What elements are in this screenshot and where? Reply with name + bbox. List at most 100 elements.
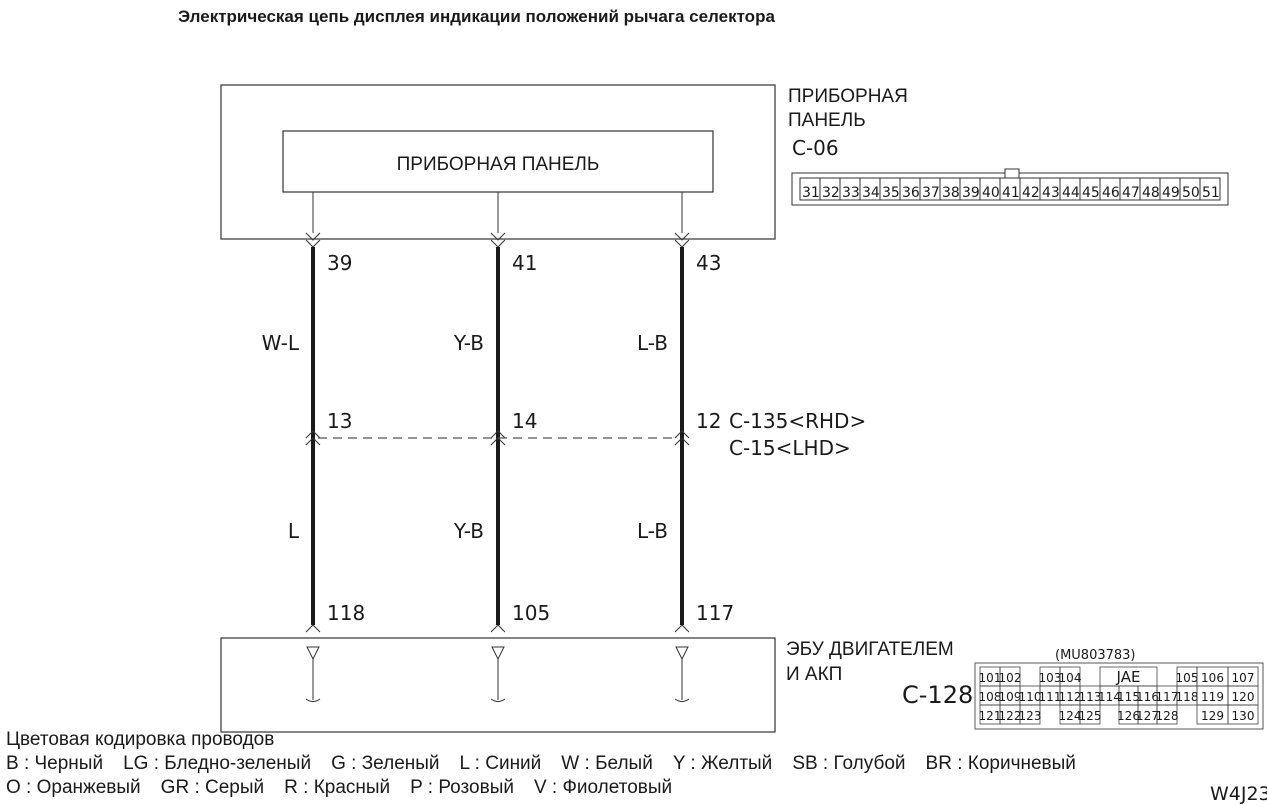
legend-item: W : Белый	[561, 753, 653, 774]
pin-cell	[1019, 704, 1041, 725]
bottom-connector-id: C-128	[902, 681, 973, 709]
connector-c06-face: 31 32 33 34 35 36 37 38 39 40 41 42 43 44 45 46 47 48 49 50…	[791, 168, 1229, 206]
bottom-component-label-1: ЭБУ ДВИГАТЕЛЕМ	[786, 639, 954, 660]
mid-pin-number: 14	[512, 409, 537, 433]
pin-37: 37	[922, 185, 940, 201]
pin-122: 122	[999, 709, 1022, 723]
legend-item: GR : Серый	[160, 777, 265, 798]
lead-end-icon	[490, 698, 506, 702]
terminal-arrow-icon	[305, 239, 321, 248]
mid-pin-number: 12	[696, 409, 721, 433]
top-pin-number: 39	[327, 251, 352, 275]
pin-101: 101	[979, 671, 1002, 685]
figure-code: W4J23I	[1210, 783, 1267, 805]
input-triangle-icon	[306, 646, 320, 661]
legend-item: O : Оранжевый	[6, 777, 141, 798]
terminal-arrow-icon	[490, 232, 506, 241]
inline-connector-icon	[674, 430, 690, 446]
pin-118: 118	[1176, 690, 1199, 704]
lower-wire-color: L-B	[637, 519, 668, 543]
pin-34: 34	[862, 185, 880, 201]
pin-103: 103	[1039, 671, 1062, 685]
pin-32: 32	[822, 185, 840, 201]
terminal-arrow-icon	[490, 239, 506, 248]
legend-item: G : Зеленый	[331, 753, 440, 774]
pin-cell	[1227, 704, 1259, 725]
pin-123: 123	[1019, 709, 1042, 723]
pin-130: 130	[1232, 709, 1255, 723]
pin-129: 129	[1201, 709, 1224, 723]
pin-42: 42	[1022, 185, 1040, 201]
top-component-label-2: ПАНЕЛЬ	[788, 110, 866, 131]
lower-wire-color: L	[288, 519, 300, 543]
input-triangle-icon	[675, 646, 689, 661]
pin-38: 38	[942, 185, 960, 201]
legend-title: Цветовая кодировка проводов	[6, 729, 275, 750]
mid-connector-lhd: C-15<LHD>	[729, 436, 851, 460]
legend-item: B : Черный	[6, 753, 104, 774]
pin-45: 45	[1082, 185, 1100, 201]
mid-connector-rhd: C-135<RHD>	[729, 409, 866, 433]
legend-item: SB : Голубой	[792, 753, 906, 774]
bottom-pin-number: 118	[327, 601, 365, 625]
terminal-arrow-icon	[674, 239, 690, 248]
wires: 39 W-L 13 L 118 41 Y-B 14 Y-B 105 43 L-B 12 L-B 117	[262, 192, 734, 702]
top-connector-id: C-06	[792, 136, 839, 160]
bottom-pin-number: 117	[696, 601, 734, 625]
pin-49: 49	[1162, 185, 1180, 201]
pin-112: 112	[1059, 690, 1082, 704]
pin-cell	[1079, 704, 1101, 725]
part-number: (MU803783)	[1055, 648, 1136, 663]
pin-cell	[1156, 704, 1178, 725]
pin-127: 127	[1136, 709, 1159, 723]
pin-102: 102	[999, 671, 1022, 685]
pin-46: 46	[1102, 185, 1120, 201]
connector-key	[1004, 168, 1020, 179]
lead-end-icon	[305, 698, 321, 702]
pin-126: 126	[1117, 709, 1140, 723]
inner-label: ПРИБОРНАЯ ПАНЕЛЬ	[397, 154, 600, 175]
terminal-arrow-icon	[674, 232, 690, 241]
pin-119: 119	[1201, 690, 1224, 704]
bottom-component-label-2: И АКП	[786, 664, 842, 685]
diagram-title: Электрическая цепь дисплея индикации пол…	[178, 7, 775, 26]
pin-128: 128	[1156, 709, 1179, 723]
pin-109: 109	[999, 690, 1022, 704]
pin-43: 43	[1042, 185, 1060, 201]
pin-114: 114	[1098, 690, 1121, 704]
pin-40: 40	[982, 185, 1000, 201]
legend-line-1: B : Черный LG : Бледно-зеленый G : Зеленый…	[6, 753, 1096, 775]
pin-47: 47	[1122, 185, 1140, 201]
pin-108: 108	[979, 690, 1002, 704]
instrument-panel-box	[220, 84, 776, 240]
pin-105: 105	[1176, 671, 1199, 685]
pin-124: 124	[1059, 709, 1082, 723]
mid-pin-number: 13	[327, 409, 352, 433]
pin-50: 50	[1182, 185, 1200, 201]
pin-125: 125	[1079, 709, 1102, 723]
pin-104: 104	[1059, 671, 1082, 685]
upper-wire-color: W-L	[262, 331, 300, 355]
legend-line-2: O : Оранжевый GR : Серый R : Красный P : Ро…	[6, 777, 692, 799]
legend-item: L : Синий	[459, 753, 542, 774]
legend-item: P : Розовый	[410, 777, 514, 798]
legend-item: R : Красный	[284, 777, 391, 798]
pin-JAE: JAE	[1116, 668, 1141, 686]
input-triangle-icon	[491, 646, 505, 661]
pin-111: 111	[1039, 690, 1062, 704]
pin-41: 41	[1002, 185, 1020, 201]
legend-item: BR : Коричневый	[925, 753, 1076, 774]
pin-35: 35	[882, 185, 900, 201]
pin-48: 48	[1142, 185, 1160, 201]
pin-116: 116	[1136, 690, 1159, 704]
pin-33: 33	[842, 185, 860, 201]
legend-item: V : Фиолетовый	[533, 777, 673, 798]
legend-item: LG : Бледно-зеленый	[123, 753, 312, 774]
pin-110: 110	[1019, 690, 1042, 704]
terminal-arrow-icon	[674, 624, 690, 633]
pin-51: 51	[1202, 185, 1220, 201]
ecu-box	[220, 637, 776, 733]
inline-connector-icon	[305, 430, 321, 446]
